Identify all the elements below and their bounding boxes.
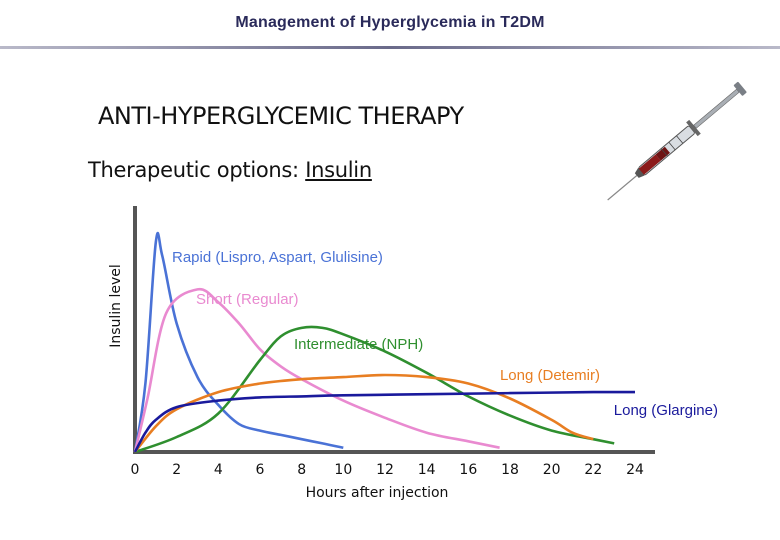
header-title: Management of Hyperglycemia in T2DM: [235, 14, 545, 31]
series-label-rapid: Rapid (Lispro, Aspart, Glulisine): [172, 249, 383, 266]
x-tick-label: 4: [214, 462, 223, 478]
header-divider: [0, 46, 780, 49]
x-tick-label: 22: [584, 462, 602, 478]
series-label-short: Short (Regular): [196, 291, 299, 308]
series-line-short: [133, 287, 500, 453]
x-tick-label: 24: [626, 462, 644, 478]
x-tick-label: 2: [172, 462, 181, 478]
x-tick-label: 12: [376, 462, 394, 478]
x-tick-label: 8: [297, 462, 306, 478]
subtitle-prefix: Therapeutic options:: [88, 158, 306, 182]
slide-subtitle: Therapeutic options: Insulin: [88, 158, 372, 182]
series-line-detemir: [133, 373, 594, 453]
series-label-glargine: Long (Glargine): [614, 402, 718, 419]
x-tick-label: 20: [543, 462, 561, 478]
x-tick-label: 0: [131, 462, 140, 478]
x-axis-label: Hours after injection: [306, 485, 449, 501]
x-tick-label: 14: [418, 462, 436, 478]
series-label-intermediate: Intermediate (NPH): [294, 336, 423, 353]
slide-title: ANTI-HYPERGLYCEMIC THERAPY: [98, 102, 464, 130]
y-axis-label: Insulin level: [108, 264, 124, 348]
series-label-detemir: Long (Detemir): [500, 367, 600, 384]
x-tick-label: 18: [501, 462, 519, 478]
series-line-glargine: [133, 390, 636, 453]
x-tick-label: 6: [256, 462, 265, 478]
x-tick-label: 10: [334, 462, 352, 478]
syringe-icon: [607, 81, 747, 201]
x-tick-label: 16: [459, 462, 477, 478]
subtitle-emphasis: Insulin: [305, 158, 372, 182]
series-line-rapid: [133, 232, 344, 453]
